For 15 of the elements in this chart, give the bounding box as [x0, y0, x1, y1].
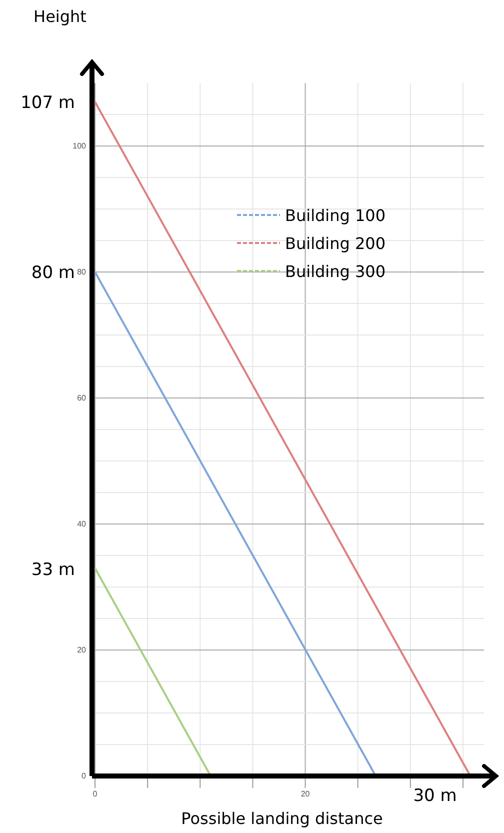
- y-tick-label: 60: [77, 394, 87, 403]
- text: 80 m: [31, 263, 75, 283]
- legend-label: Building 300: [285, 262, 386, 281]
- y-tick-label: 0: [82, 772, 87, 781]
- text: 107 m: [20, 93, 75, 113]
- y-tick-label: 40: [77, 520, 87, 529]
- text: 33 m: [31, 560, 75, 580]
- x-axis-title: Possible landing distance: [181, 809, 383, 828]
- y-tick-label: 20: [77, 646, 87, 655]
- text: 30 m: [413, 786, 457, 806]
- legend-label: Building 100: [285, 206, 386, 225]
- y-tick-label: 80: [77, 268, 87, 277]
- legend-label: Building 200: [285, 234, 386, 253]
- y-axis-title: Height: [34, 7, 86, 26]
- y-tick-label: 100: [72, 142, 87, 151]
